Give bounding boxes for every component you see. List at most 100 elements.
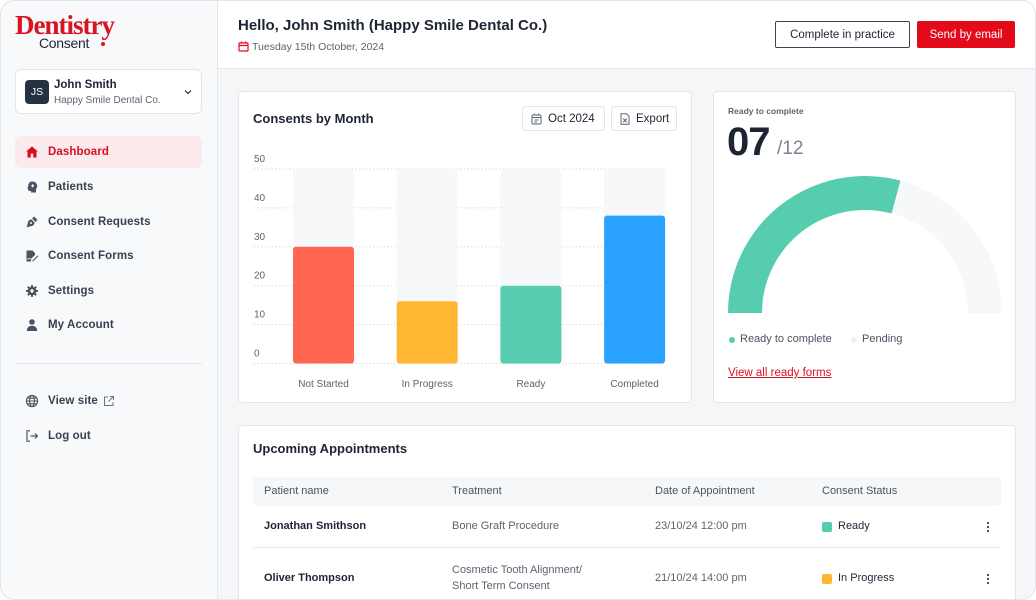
table-header: Patient name Treatment Date of Appointme… [253, 477, 1001, 506]
legend-ready-label: Ready to complete [740, 333, 832, 345]
sidebar-item-my-account[interactable]: My Account [15, 309, 202, 341]
page-header: Hello, John Smith (Happy Smile Dental Co… [218, 1, 1035, 69]
x-tick-label: In Progress [402, 379, 453, 390]
status-badge: In Progress [838, 572, 895, 584]
logo-subtitle: Consent [39, 35, 90, 51]
appointments-title: Upcoming Appointments [253, 441, 408, 456]
bar-chart: 0 10 20 30 40 50 Not Started In Progress Ready Co… [254, 154, 666, 390]
gauge-subtitle: Ready to complete [728, 106, 804, 116]
sidebar-item-label: Patients [48, 181, 94, 193]
ready-to-complete-card: Ready to complete 07 /12 Ready to comple… [713, 91, 1016, 403]
page-title: Hello, John Smith (Happy Smile Dental Co… [238, 17, 548, 34]
period-label: Oct 2024 [548, 112, 595, 125]
signed-form-icon [26, 250, 39, 262]
period-picker-button[interactable]: Oct 2024 [522, 106, 605, 131]
view-all-ready-forms-link[interactable]: View all ready forms [728, 367, 832, 379]
complete-in-practice-button[interactable]: Complete in practice [775, 21, 910, 48]
user-organization: Happy Smile Dental Co. [54, 95, 161, 106]
calendar-icon [531, 113, 542, 124]
column-header-date[interactable]: Date of Appointment [655, 485, 755, 497]
sidebar-item-label: Settings [48, 285, 95, 297]
table-row[interactable]: Oliver Thompson Cosmetic Tooth Alignment… [253, 549, 1001, 599]
sidebar-item-view-site[interactable]: View site [15, 385, 202, 417]
sidebar-item-label: View site [48, 395, 98, 407]
status-badge: Ready [838, 520, 870, 532]
legend-dot-ready [729, 337, 735, 343]
treatment-line-2: Short Term Consent [452, 580, 550, 592]
send-by-email-button[interactable]: Send by email [917, 21, 1015, 48]
gauge-arc-pending [891, 180, 1002, 313]
total-count: /12 [777, 138, 804, 159]
logo-dot [101, 42, 105, 46]
gauge-chart [728, 175, 1002, 313]
logout-icon [26, 430, 39, 442]
column-header-treatment[interactable]: Treatment [452, 485, 502, 497]
sidebar-item-label: My Account [48, 319, 114, 331]
calendar-icon [238, 41, 249, 52]
home-icon [26, 146, 38, 158]
x-tick-label: Ready [516, 379, 545, 390]
external-link-icon [104, 396, 114, 406]
bar-not-started[interactable] [293, 246, 354, 364]
column-header-patient[interactable]: Patient name [264, 485, 329, 497]
status-indicator [822, 522, 832, 532]
y-tick-label: 50 [254, 154, 266, 165]
user-name: John Smith [54, 79, 117, 91]
y-tick-label: 30 [254, 232, 266, 243]
gauge-arc-ready [728, 175, 901, 313]
y-tick-label: 40 [254, 193, 266, 204]
patient-name: Oliver Thompson [264, 572, 355, 584]
sidebar-item-dashboard[interactable]: Dashboard [15, 136, 202, 168]
upcoming-appointments-card: Upcoming Appointments Patient name Treat… [238, 425, 1016, 599]
ready-count: 07 [727, 120, 770, 164]
logo-wordmark: Dentistry [15, 10, 115, 40]
consents-chart-card: Consents by Month Oct 2024 Export 0 10 20 3… [238, 91, 692, 403]
appointment-date: 23/10/24 12:00 pm [655, 520, 747, 532]
account-switcher[interactable]: JS John Smith Happy Smile Dental Co. [15, 69, 202, 114]
chevron-down-icon [184, 90, 192, 95]
user-icon [26, 319, 38, 331]
sidebar-item-consent-requests[interactable]: Consent Requests [15, 206, 202, 238]
y-tick-label: 10 [254, 310, 266, 321]
column-header-status[interactable]: Consent Status [822, 485, 898, 497]
brand-logo[interactable]: Dentistry Consent [15, 12, 125, 52]
more-options-icon[interactable] [985, 520, 991, 534]
excel-file-icon [620, 112, 630, 125]
avatar: JS [25, 80, 49, 104]
export-label: Export [636, 112, 670, 125]
sidebar-item-patients[interactable]: Patients [15, 171, 202, 203]
x-tick-label: Completed [610, 379, 658, 390]
chart-title: Consents by Month [253, 111, 374, 126]
pen-nib-icon [26, 216, 38, 228]
bar-completed[interactable] [604, 215, 666, 364]
y-tick-label: 20 [254, 271, 266, 282]
gear-icon [26, 285, 38, 297]
sidebar-divider [15, 363, 202, 364]
table-row[interactable]: Jonathan Smithson Bone Graft Procedure 2… [253, 507, 1001, 548]
bar-in-progress[interactable] [396, 301, 458, 364]
patient-head-icon [27, 181, 38, 193]
export-button[interactable]: Export [611, 106, 677, 131]
x-tick-label: Not Started [298, 379, 349, 390]
legend-dot-pending [851, 337, 857, 343]
sidebar-item-label: Consent Forms [48, 250, 134, 262]
status-indicator [822, 574, 832, 584]
legend-pending-label: Pending [862, 333, 903, 345]
bar-ready[interactable] [500, 285, 562, 364]
appointment-date: 21/10/24 14:00 pm [655, 572, 747, 584]
globe-icon [25, 394, 39, 408]
sidebar-item-consent-forms[interactable]: Consent Forms [15, 240, 202, 272]
sidebar-item-label: Dashboard [48, 146, 109, 158]
sidebar-item-label: Consent Requests [48, 216, 151, 228]
more-options-icon[interactable] [985, 572, 991, 586]
sidebar: Dentistry Consent JS John Smith Happy Sm… [1, 1, 218, 599]
sidebar-item-settings[interactable]: Settings [15, 275, 202, 307]
y-tick-label: 0 [254, 349, 260, 360]
patient-name: Jonathan Smithson [264, 520, 367, 532]
treatment-line-1: Cosmetic Tooth Alignment/ [452, 564, 583, 576]
treatment: Bone Graft Procedure [452, 520, 560, 532]
current-date: Tuesday 15th October, 2024 [252, 41, 385, 53]
sidebar-item-label: Log out [48, 430, 91, 442]
sidebar-item-log-out[interactable]: Log out [15, 420, 202, 452]
